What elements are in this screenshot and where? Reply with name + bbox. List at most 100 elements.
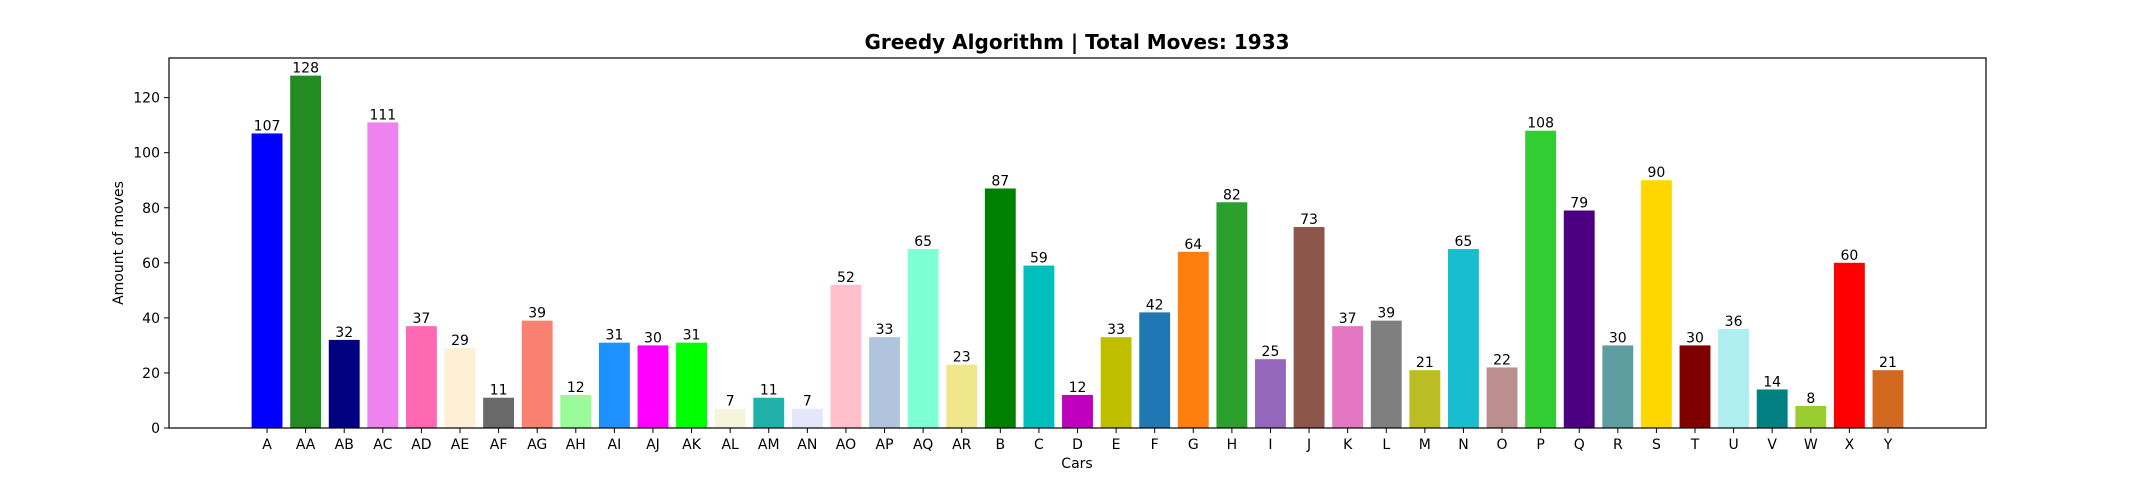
y-tick-label-100: 100 [133, 146, 160, 162]
y-tick-label-40: 40 [142, 311, 160, 327]
data-label-AN: 7 [803, 394, 812, 410]
x-tick-label-D: D [1072, 437, 1083, 453]
data-label-L: 39 [1377, 306, 1395, 322]
plot-area-frame [168, 57, 1987, 429]
bar-AA [290, 75, 322, 429]
bar-Q [1563, 210, 1595, 428]
x-tick-label-N: N [1458, 437, 1468, 453]
data-label-AF: 11 [490, 383, 508, 399]
x-tick-label-AP: AP [876, 437, 894, 453]
data-label-G: 64 [1184, 237, 1202, 253]
bar-O [1486, 367, 1518, 428]
bar-AE [444, 348, 476, 428]
x-tick-label-O: O [1497, 437, 1508, 453]
bar-V [1756, 389, 1788, 428]
x-tick-label-X: X [1845, 437, 1855, 453]
data-label-I: 25 [1262, 344, 1280, 360]
bar-K [1332, 326, 1364, 428]
bar-E [1100, 337, 1132, 428]
bar-AK [676, 342, 707, 428]
bar-L [1370, 320, 1402, 428]
data-label-W: 8 [1806, 391, 1815, 407]
data-label-AK: 31 [683, 328, 701, 344]
x-tick-label-AO: AO [836, 437, 856, 453]
bar-AD [405, 326, 437, 428]
x-tick-label-H: H [1227, 437, 1238, 453]
y-tick-label-60: 60 [142, 256, 160, 272]
bar-H [1216, 202, 1248, 428]
bar-M [1409, 370, 1441, 428]
x-tick-label-AF: AF [490, 437, 508, 453]
bar-B [984, 188, 1016, 428]
x-tick-label-G: G [1188, 437, 1199, 453]
data-label-AI: 31 [605, 328, 623, 344]
bar-N [1448, 249, 1479, 428]
x-axis: A AA AB AC AD AE AF AG AH AI AJ AK AL AM AN AO AP AQ AR B C D… [262, 428, 1893, 453]
bar-S [1640, 180, 1672, 428]
data-label-AM: 11 [760, 383, 778, 399]
x-tick-label-P: P [1536, 437, 1544, 453]
data-label-Q: 79 [1570, 196, 1588, 212]
x-tick-label-I: I [1268, 437, 1272, 453]
bar-F [1139, 312, 1171, 429]
data-label-AR: 23 [953, 350, 971, 366]
data-label-AG: 39 [528, 306, 546, 322]
data-label-AC: 111 [369, 107, 396, 123]
data-label-F: 42 [1146, 297, 1164, 313]
x-tick-label-AI: AI [608, 437, 622, 453]
x-tick-label-K: K [1343, 437, 1353, 453]
x-tick-label-B: B [996, 437, 1006, 453]
data-label-O: 22 [1493, 352, 1511, 368]
data-label-AE: 29 [451, 333, 469, 349]
bar-R [1602, 345, 1634, 428]
x-tick-label-AN: AN [797, 437, 817, 453]
x-tick-label-L: L [1382, 437, 1390, 453]
x-tick-label-AQ: AQ [913, 437, 933, 453]
bar-C [1023, 265, 1055, 428]
bar-AM [753, 397, 785, 428]
bar-G [1177, 251, 1209, 428]
x-tick-label-AK: AK [682, 437, 702, 453]
data-label-AJ: 30 [644, 330, 662, 346]
data-label-R: 30 [1609, 330, 1627, 346]
bar-Y [1872, 370, 1904, 428]
data-label-K: 37 [1339, 311, 1357, 327]
data-label-B: 87 [991, 173, 1009, 189]
data-label-AP: 33 [876, 322, 894, 338]
data-label-T: 30 [1686, 330, 1704, 346]
data-label-AH: 12 [567, 380, 585, 396]
bar-X [1833, 262, 1865, 428]
x-tick-label-AG: AG [527, 437, 547, 453]
x-tick-label-AD: AD [411, 437, 431, 453]
bar-D [1062, 394, 1093, 428]
data-label-J: 73 [1300, 212, 1318, 228]
bar-AC [367, 122, 399, 429]
bar-W [1795, 405, 1827, 428]
x-tick-label-T: T [1690, 437, 1700, 453]
x-tick-label-C: C [1034, 437, 1044, 453]
bar-AP [869, 337, 900, 428]
x-tick-label-AL: AL [721, 437, 739, 453]
x-tick-label-AR: AR [952, 437, 972, 453]
bar-AL [714, 408, 746, 428]
data-label-AL: 7 [726, 394, 735, 410]
bar-A [251, 133, 283, 428]
y-tick-label-20: 20 [142, 366, 160, 382]
y-tick-label-0: 0 [151, 421, 160, 437]
bar-AF [483, 397, 515, 428]
data-label-AB: 32 [335, 325, 353, 341]
bar-I [1255, 359, 1286, 428]
bar-AR [946, 364, 978, 428]
x-tick-label-AH: AH [566, 437, 586, 453]
data-label-D: 12 [1069, 380, 1087, 396]
x-tick-label-R: R [1613, 437, 1623, 453]
x-tick-label-Q: Q [1574, 437, 1585, 453]
data-label-Y: 21 [1879, 355, 1897, 371]
x-tick-label-Y: Y [1883, 437, 1893, 453]
y-axis-label: Amount of moves [111, 181, 127, 305]
x-tick-label-J: J [1306, 437, 1311, 453]
data-label-P: 108 [1527, 116, 1554, 132]
chart-title: Greedy Algorithm | Total Moves: 1933 [864, 30, 1289, 54]
y-tick-label-120: 120 [133, 91, 160, 107]
